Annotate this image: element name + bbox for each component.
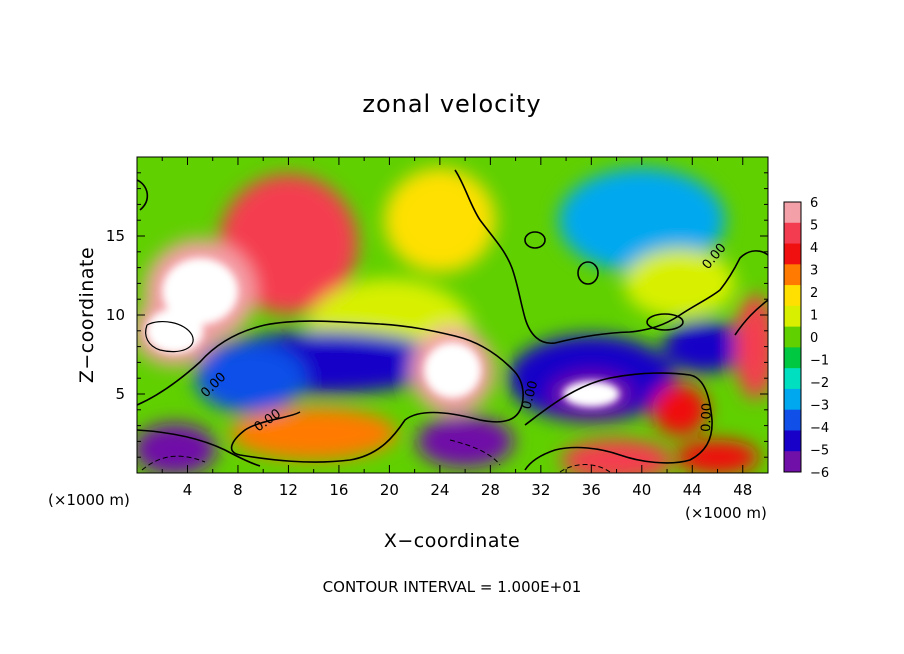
y-tick-label: 5 <box>115 385 125 403</box>
y-axis-ticks: 5 10 15 <box>106 172 768 458</box>
saturated-core <box>162 258 238 325</box>
contour-label-4: 0.00 <box>699 403 715 432</box>
velocity-cores <box>146 258 620 408</box>
x-tick-label: 4 <box>183 481 193 499</box>
velocity-feature <box>561 439 673 473</box>
zero-contour-right-edge <box>734 299 768 336</box>
x-tick-label: 32 <box>531 481 550 499</box>
colorbar-label: −4 <box>810 421 829 436</box>
x-tick-label: 24 <box>430 481 449 499</box>
x-tick-label: 40 <box>632 481 651 499</box>
contour-interval-note: CONTOUR INTERVAL = 1.000E+01 <box>323 578 582 596</box>
zero-contour-whitecore <box>145 321 194 353</box>
zero-contour-lower-right <box>524 372 713 471</box>
colorbar-cell <box>784 243 801 265</box>
colorbar-cell <box>784 409 801 431</box>
x-tick-label: 48 <box>733 481 752 499</box>
velocity-feature <box>675 439 760 473</box>
colorbar-label: 6 <box>810 196 818 211</box>
colorbar-label: 0 <box>810 331 818 346</box>
colorbar-label: −1 <box>810 354 829 369</box>
zero-contours <box>137 169 768 471</box>
colorbar: 6 5 4 3 2 1 0 −1 −2 −3 −4 −5 −6 <box>783 196 829 481</box>
colorbar-cell <box>784 388 801 411</box>
zero-contour-loop-b <box>524 231 546 249</box>
velocity-feature <box>734 294 768 399</box>
saturated-core <box>424 342 481 398</box>
colorbar-cell <box>784 430 801 452</box>
x-tick-label: 12 <box>279 481 298 499</box>
x-unit-label-right: (×1000 m) <box>685 504 767 522</box>
colorbar-cell <box>784 264 801 286</box>
zero-contour-lower <box>137 429 261 467</box>
zero-contour-loop-c <box>646 313 684 331</box>
colorbar-cell <box>784 347 801 369</box>
colorbar-label: −5 <box>810 444 829 459</box>
colorbar-label: 3 <box>810 264 818 279</box>
dashed-contour-c <box>559 464 611 473</box>
y-tick-label: 10 <box>106 306 125 324</box>
colorbar-labels: 6 5 4 3 2 1 0 −1 −2 −3 −4 −5 −6 <box>810 196 829 481</box>
velocity-feature <box>663 320 747 373</box>
x-axis-label: X−coordinate <box>384 530 520 552</box>
velocity-feature <box>651 383 708 436</box>
colorbar-cell <box>784 222 801 245</box>
zero-contour-upper-right <box>454 169 768 344</box>
x-tick-label: 36 <box>582 481 601 499</box>
saturated-core <box>146 308 204 353</box>
x-tick-label: 20 <box>380 481 399 499</box>
colorbar-label: −6 <box>810 466 829 481</box>
colorbar-cell <box>784 326 801 348</box>
velocity-feature <box>384 168 496 273</box>
plot-area: 0.00 0.00 0.00 0.00 0.00 <box>137 157 768 473</box>
colorbar-label: 5 <box>810 219 818 234</box>
colorbar-label: 4 <box>810 241 818 256</box>
x-unit-label-left: (×1000 m) <box>48 491 130 509</box>
velocity-feature <box>195 343 307 413</box>
colorbar-frame <box>783 201 802 473</box>
colorbar-cell <box>784 202 801 224</box>
colorbar-cells <box>784 202 801 473</box>
velocity-feature <box>558 168 726 273</box>
x-tick-label: 28 <box>481 481 500 499</box>
contour-label-3: 0.00 <box>519 379 541 411</box>
dashed-contours <box>141 439 611 473</box>
dashed-contour-b <box>449 439 501 466</box>
velocity-feature <box>416 415 514 468</box>
colorbar-label: −3 <box>810 399 829 414</box>
colorbar-cell <box>784 368 801 390</box>
y-axis-label: Z−coordinate <box>76 247 98 383</box>
colorbar-label: 1 <box>810 309 818 324</box>
colorbar-cell <box>784 451 801 473</box>
chart-title: zonal velocity <box>362 90 541 118</box>
x-tick-label: 8 <box>233 481 243 499</box>
colorbar-label: −2 <box>810 376 829 391</box>
saturated-core <box>562 380 620 408</box>
y-tick-label: 15 <box>106 227 125 245</box>
zero-contour-loop-a <box>577 261 599 285</box>
x-tick-label: 44 <box>683 481 702 499</box>
dashed-contour-a <box>141 455 206 471</box>
zero-contour-left <box>137 320 524 463</box>
x-tick-label: 16 <box>329 481 348 499</box>
colorbar-cell <box>784 285 801 307</box>
x-axis-ticks: 4 8 12 16 20 24 28 32 36 40 44 48 <box>161 157 752 499</box>
velocity-feature <box>624 248 736 319</box>
colorbar-cell <box>784 305 801 328</box>
zero-contour-topleft <box>137 179 149 211</box>
colorbar-label: 2 <box>810 286 818 301</box>
